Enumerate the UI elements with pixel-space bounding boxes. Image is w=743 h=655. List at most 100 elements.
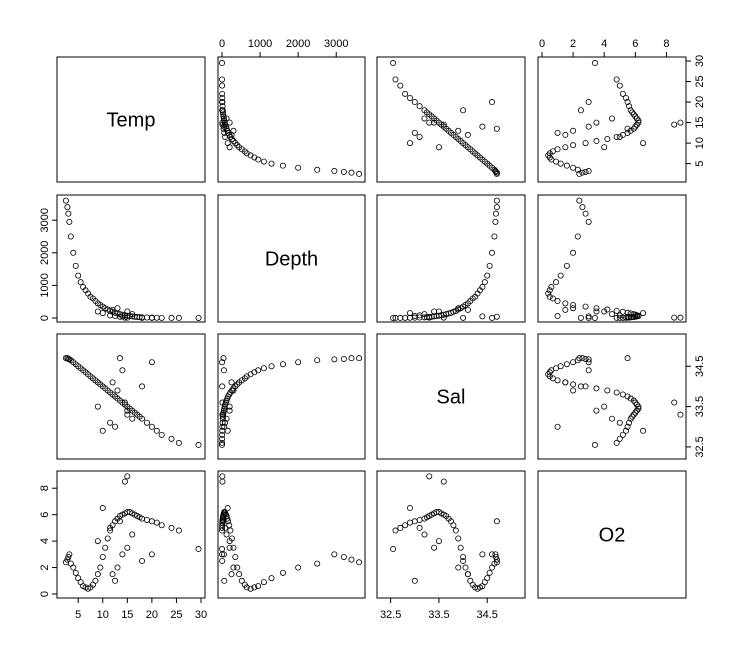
point-depth-vs-temp-50: [124, 314, 131, 321]
point-o2-vs-depth-16: [234, 564, 241, 571]
point-sal-vs-o2-47: [609, 415, 616, 422]
point-temp-vs-depth-5: [295, 164, 302, 171]
point-o2-vs-temp-20: [107, 527, 114, 534]
point-depth-vs-o2-11: [545, 290, 552, 297]
point-depth-vs-sal-46: [406, 310, 413, 317]
y-tick-label-depth-3: 3000: [39, 208, 51, 232]
point-temp-vs-depth-43: [226, 119, 233, 126]
point-sal-vs-depth-13: [241, 375, 248, 382]
point-sal-vs-temp-49: [112, 423, 119, 430]
point-temp-vs-sal-33: [421, 107, 428, 114]
point-sal-vs-temp-43: [124, 407, 131, 414]
panel-temp-vs-o2: [537, 56, 687, 183]
point-o2-vs-sal-44: [416, 524, 423, 531]
point-sal-vs-depth-2: [340, 355, 347, 362]
point-depth-vs-o2-41: [570, 305, 577, 312]
point-temp-vs-sal-40: [390, 60, 397, 67]
point-depth-vs-temp-6: [72, 262, 79, 269]
point-sal-vs-temp-47: [129, 415, 136, 422]
point-depth-vs-o2-5: [570, 249, 577, 256]
point-depth-vs-o2-44: [616, 312, 623, 319]
point-o2-vs-sal-16: [462, 564, 469, 571]
x-tick-label-temp-4: 25: [170, 609, 182, 621]
point-o2-vs-sal-18: [457, 544, 464, 551]
point-sal-vs-o2-53: [577, 383, 584, 390]
point-o2-vs-depth-22: [225, 518, 232, 525]
x-tick-label-temp-3: 20: [146, 609, 158, 621]
point-sal-vs-o2-14: [554, 377, 561, 384]
point-depth-vs-sal-39: [392, 314, 399, 321]
point-depth-vs-temp-1: [64, 204, 71, 211]
point-sal-vs-temp-51: [121, 399, 128, 406]
point-depth-vs-o2-1: [579, 204, 586, 211]
point-temp-vs-o2-2: [582, 168, 589, 175]
point-temp-vs-depth-44: [222, 133, 229, 140]
point-o2-vs-sal-34: [416, 516, 423, 523]
point-o2-vs-depth-21: [226, 522, 233, 529]
point-sal-vs-o2-18: [593, 385, 600, 392]
point-o2-vs-depth-1: [348, 556, 355, 563]
point-o2-vs-temp-40: [195, 546, 202, 553]
point-temp-vs-depth-8: [260, 158, 267, 165]
point-o2-vs-sal-40: [390, 546, 397, 553]
point-temp-vs-sal-50: [426, 119, 433, 126]
point-temp-vs-o2-27: [635, 119, 642, 126]
point-o2-vs-depth-3: [331, 551, 338, 558]
y-tick-label-o2-3: 6: [39, 512, 51, 518]
point-sal-vs-depth-39: [219, 439, 226, 446]
point-temp-vs-depth-3: [331, 168, 338, 175]
point-o2-vs-depth-18: [230, 544, 237, 551]
point-sal-vs-o2-40: [591, 441, 598, 448]
point-sal-vs-o2-39: [613, 439, 620, 446]
point-o2-vs-temp-14: [92, 577, 99, 584]
point-o2-vs-temp-17: [99, 553, 106, 560]
point-o2-vs-depth-53: [219, 557, 226, 564]
point-sal-vs-temp-50: [124, 411, 131, 418]
point-temp-vs-o2-14: [554, 146, 561, 153]
point-sal-vs-o2-11: [545, 371, 552, 378]
point-depth-vs-temp-32: [136, 314, 143, 321]
point-temp-vs-o2-15: [562, 144, 569, 151]
point-temp-vs-o2-45: [585, 123, 592, 130]
y-tick-label-sal-0: 32.5: [694, 436, 706, 457]
point-sal-vs-o2-27: [635, 403, 642, 410]
point-sal-vs-depth-44: [222, 419, 229, 426]
point-temp-vs-o2-43: [593, 119, 600, 126]
point-o2-vs-depth-7: [268, 575, 275, 582]
point-o2-vs-depth-10: [251, 584, 258, 591]
point-depth-vs-o2-45: [585, 313, 592, 320]
point-depth-vs-temp-0: [62, 197, 69, 204]
point-sal-vs-o2-49: [554, 423, 561, 430]
point-sal-vs-o2-25: [632, 399, 639, 406]
variable-label-o2: O2: [599, 525, 626, 547]
point-depth-vs-o2-0: [576, 197, 583, 204]
point-depth-vs-o2-46: [640, 310, 647, 317]
point-sal-vs-temp-38: [168, 435, 175, 442]
point-sal-vs-depth-53: [219, 383, 226, 390]
point-sal-vs-depth-41: [230, 387, 237, 394]
y-tick-label-temp-3: 20: [694, 96, 706, 108]
point-o2-vs-sal-52: [435, 538, 442, 545]
point-temp-vs-o2-34: [626, 103, 633, 110]
point-temp-vs-depth-42: [228, 131, 235, 138]
point-sal-vs-o2-37: [619, 431, 626, 438]
point-depth-vs-o2-2: [582, 210, 589, 217]
point-sal-vs-o2-50: [677, 411, 684, 418]
point-o2-vs-temp-19: [104, 535, 111, 542]
point-o2-vs-temp-34: [143, 516, 150, 523]
point-temp-vs-depth-16: [234, 142, 241, 149]
point-temp-vs-depth-15: [236, 144, 243, 151]
point-depth-vs-o2-3: [585, 218, 592, 225]
y-tick-label-depth-0: 0: [39, 315, 51, 321]
point-depth-vs-temp-38: [168, 314, 175, 321]
point-o2-vs-depth-48: [220, 518, 227, 525]
point-sal-vs-o2-32: [629, 413, 636, 420]
point-depth-vs-o2-19: [604, 306, 611, 313]
x-tick-label-temp-2: 15: [121, 609, 133, 621]
point-o2-vs-temp-52: [94, 538, 101, 545]
point-sal-vs-depth-5: [295, 359, 302, 366]
point-temp-vs-o2-0: [576, 170, 583, 177]
point-o2-vs-depth-49: [221, 577, 228, 584]
point-temp-vs-sal-51: [440, 121, 447, 128]
point-sal-vs-depth-45: [220, 367, 227, 374]
